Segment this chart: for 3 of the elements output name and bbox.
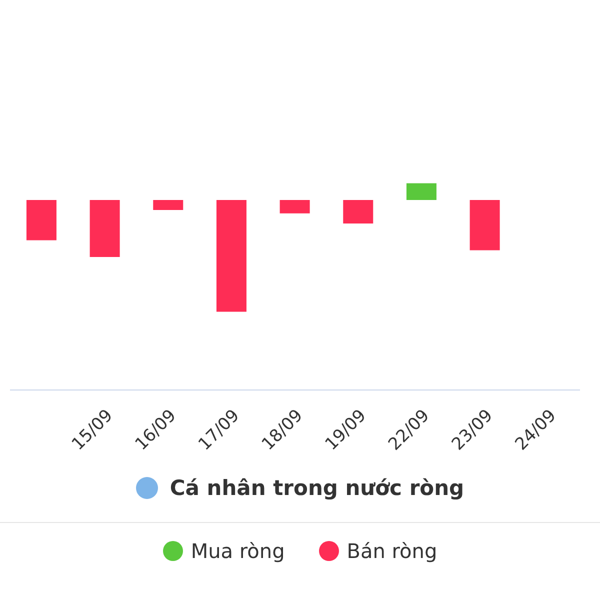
legend-label: Mua ròng bbox=[190, 539, 285, 563]
legend-label: Bán ròng bbox=[346, 539, 438, 563]
legend-title: Cá nhân trong nước ròng bbox=[170, 476, 464, 500]
